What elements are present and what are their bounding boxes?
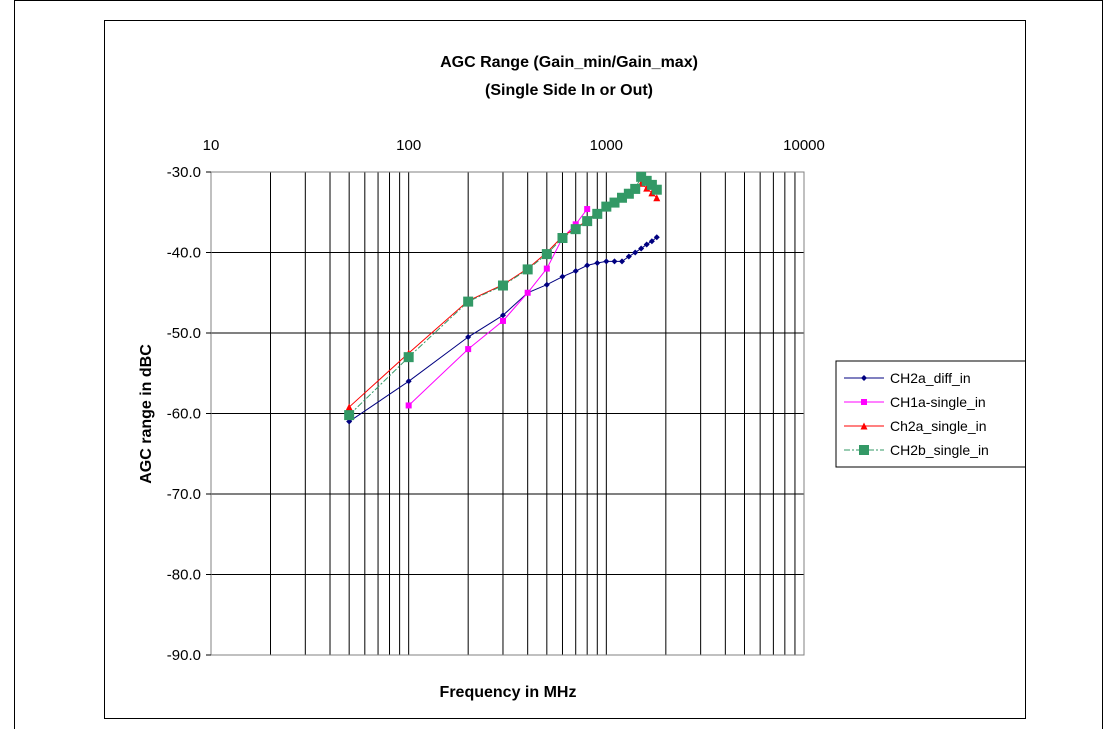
data-point xyxy=(463,296,474,307)
data-point xyxy=(643,241,650,248)
data-point xyxy=(465,334,472,341)
data-point xyxy=(653,234,660,241)
data-point xyxy=(584,262,591,269)
data-point xyxy=(648,238,655,245)
legend-item: Ch2a_single_in xyxy=(844,418,987,434)
legend-marker xyxy=(859,445,869,455)
data-point xyxy=(584,206,591,213)
data-point xyxy=(638,245,645,252)
series-CH2a_diff_in xyxy=(346,234,660,425)
y-tick-label: -30.0 xyxy=(167,164,201,181)
series-group xyxy=(344,171,662,425)
data-point xyxy=(541,249,552,260)
data-point xyxy=(641,175,652,186)
data-point xyxy=(405,378,412,385)
data-point xyxy=(601,201,612,212)
legend-label: Ch2a_single_in xyxy=(890,418,987,434)
x-tick-label: 10 xyxy=(203,137,220,154)
data-point xyxy=(405,402,412,409)
data-point xyxy=(632,249,639,256)
data-point xyxy=(522,264,533,275)
data-point xyxy=(559,273,566,280)
legend-label: CH2b_single_in xyxy=(890,442,989,458)
y-tick-label: -60.0 xyxy=(167,406,201,423)
data-point xyxy=(465,346,472,353)
chart-title: AGC Range (Gain_min/Gain_max) xyxy=(440,54,698,71)
chart-subtitle: (Single Side In or Out) xyxy=(485,82,653,99)
data-point xyxy=(592,208,603,219)
data-point xyxy=(616,192,627,203)
legend-marker xyxy=(860,422,868,430)
y-tick-label: -40.0 xyxy=(167,245,201,262)
data-point xyxy=(618,258,625,265)
y-axis-title: AGC range in dBC xyxy=(138,344,155,484)
data-point xyxy=(543,281,550,288)
data-point xyxy=(594,259,601,266)
legend-item: CH1a-single_in xyxy=(844,394,986,410)
data-point xyxy=(524,289,531,296)
data-point xyxy=(543,265,550,272)
legend-label: CH1a-single_in xyxy=(890,394,986,410)
y-tick-label: -80.0 xyxy=(167,567,201,584)
grid xyxy=(211,172,804,655)
y-tick-label: -90.0 xyxy=(167,647,201,664)
data-point xyxy=(499,312,506,319)
legend-marker xyxy=(861,375,867,381)
legend-item: CH2b_single_in xyxy=(844,442,989,458)
legend-marker xyxy=(861,399,867,405)
data-point xyxy=(557,233,568,244)
x-tick-label: 100 xyxy=(396,137,421,154)
axis-ticks: 10 100 1000 10000 -30.0 -40.0 -50.0 -60.0 -70.0 -… xyxy=(167,137,825,664)
data-point xyxy=(403,352,414,363)
data-point xyxy=(344,410,355,421)
data-point xyxy=(611,258,618,265)
data-point xyxy=(623,188,634,199)
page-frame xyxy=(14,0,1103,729)
chart-svg: AGC Range (Gain_min/Gain_max) (Single Si… xyxy=(138,54,1027,701)
data-point xyxy=(651,184,662,195)
data-point xyxy=(653,194,661,202)
data-point xyxy=(603,258,610,265)
data-point xyxy=(625,253,632,260)
x-tick-label: 10000 xyxy=(783,137,825,154)
legend-label: CH2a_diff_in xyxy=(890,370,971,386)
data-point xyxy=(570,224,581,235)
legend: CH2a_diff_in CH1a-single_in Ch2a_single_in… xyxy=(835,360,1027,468)
data-point xyxy=(572,268,579,275)
x-tick-label: 1000 xyxy=(590,137,623,154)
data-point xyxy=(345,403,353,411)
chart-area: AGC Range (Gain_min/Gain_max) (Single Si… xyxy=(104,20,1027,719)
series-CH2b_single_in xyxy=(344,171,662,421)
data-point xyxy=(630,183,641,194)
data-point xyxy=(636,171,647,182)
data-point xyxy=(497,280,508,291)
x-axis-title: Frequency in MHz xyxy=(440,684,577,701)
data-point xyxy=(609,197,620,208)
y-tick-label: -50.0 xyxy=(167,325,201,342)
legend-item: CH2a_diff_in xyxy=(844,370,971,386)
y-tick-label: -70.0 xyxy=(167,486,201,503)
data-point xyxy=(582,216,593,227)
data-point xyxy=(499,317,506,324)
